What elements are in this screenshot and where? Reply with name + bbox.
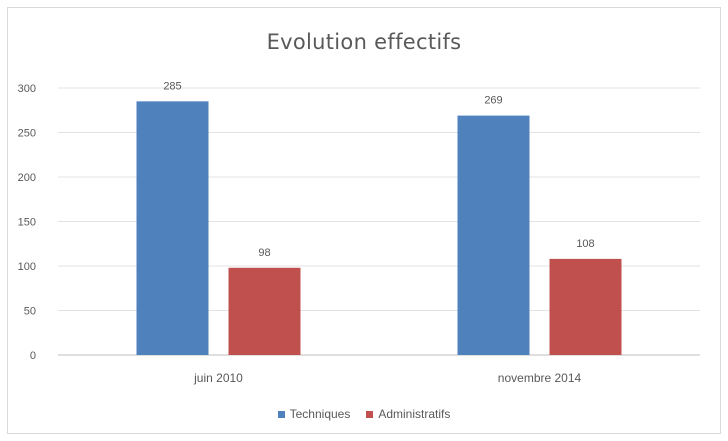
y-tick-label: 250 <box>18 128 36 140</box>
data-label: 285 <box>163 80 181 92</box>
legend-item: Administratifs <box>366 407 450 421</box>
chart-legend: Techniques Administratifs <box>0 407 728 421</box>
legend-swatch <box>277 410 285 418</box>
bar-administratifs <box>549 258 622 355</box>
data-label: 108 <box>576 238 594 250</box>
x-tick-label: juin 2010 <box>193 371 243 385</box>
data-label: 269 <box>484 95 502 107</box>
legend-label: Administratifs <box>378 407 451 421</box>
y-tick-label: 0 <box>30 350 36 362</box>
legend-label: Techniques <box>289 407 351 421</box>
legend-swatch <box>366 410 374 418</box>
x-tick-label: novembre 2014 <box>498 371 582 385</box>
bar-administratifs <box>228 267 301 355</box>
y-tick-label: 150 <box>18 217 36 229</box>
chart-frame <box>7 7 721 434</box>
bar-techniques <box>457 115 530 355</box>
legend-item: Techniques <box>277 407 351 421</box>
chart-title: Evolution effectifs <box>266 30 462 54</box>
y-tick-label: 50 <box>24 306 36 318</box>
y-tick-label: 200 <box>18 172 36 184</box>
y-tick-label: 100 <box>18 261 36 273</box>
data-label: 98 <box>258 247 270 259</box>
y-tick-label: 300 <box>18 83 36 95</box>
bar-techniques <box>136 101 209 355</box>
